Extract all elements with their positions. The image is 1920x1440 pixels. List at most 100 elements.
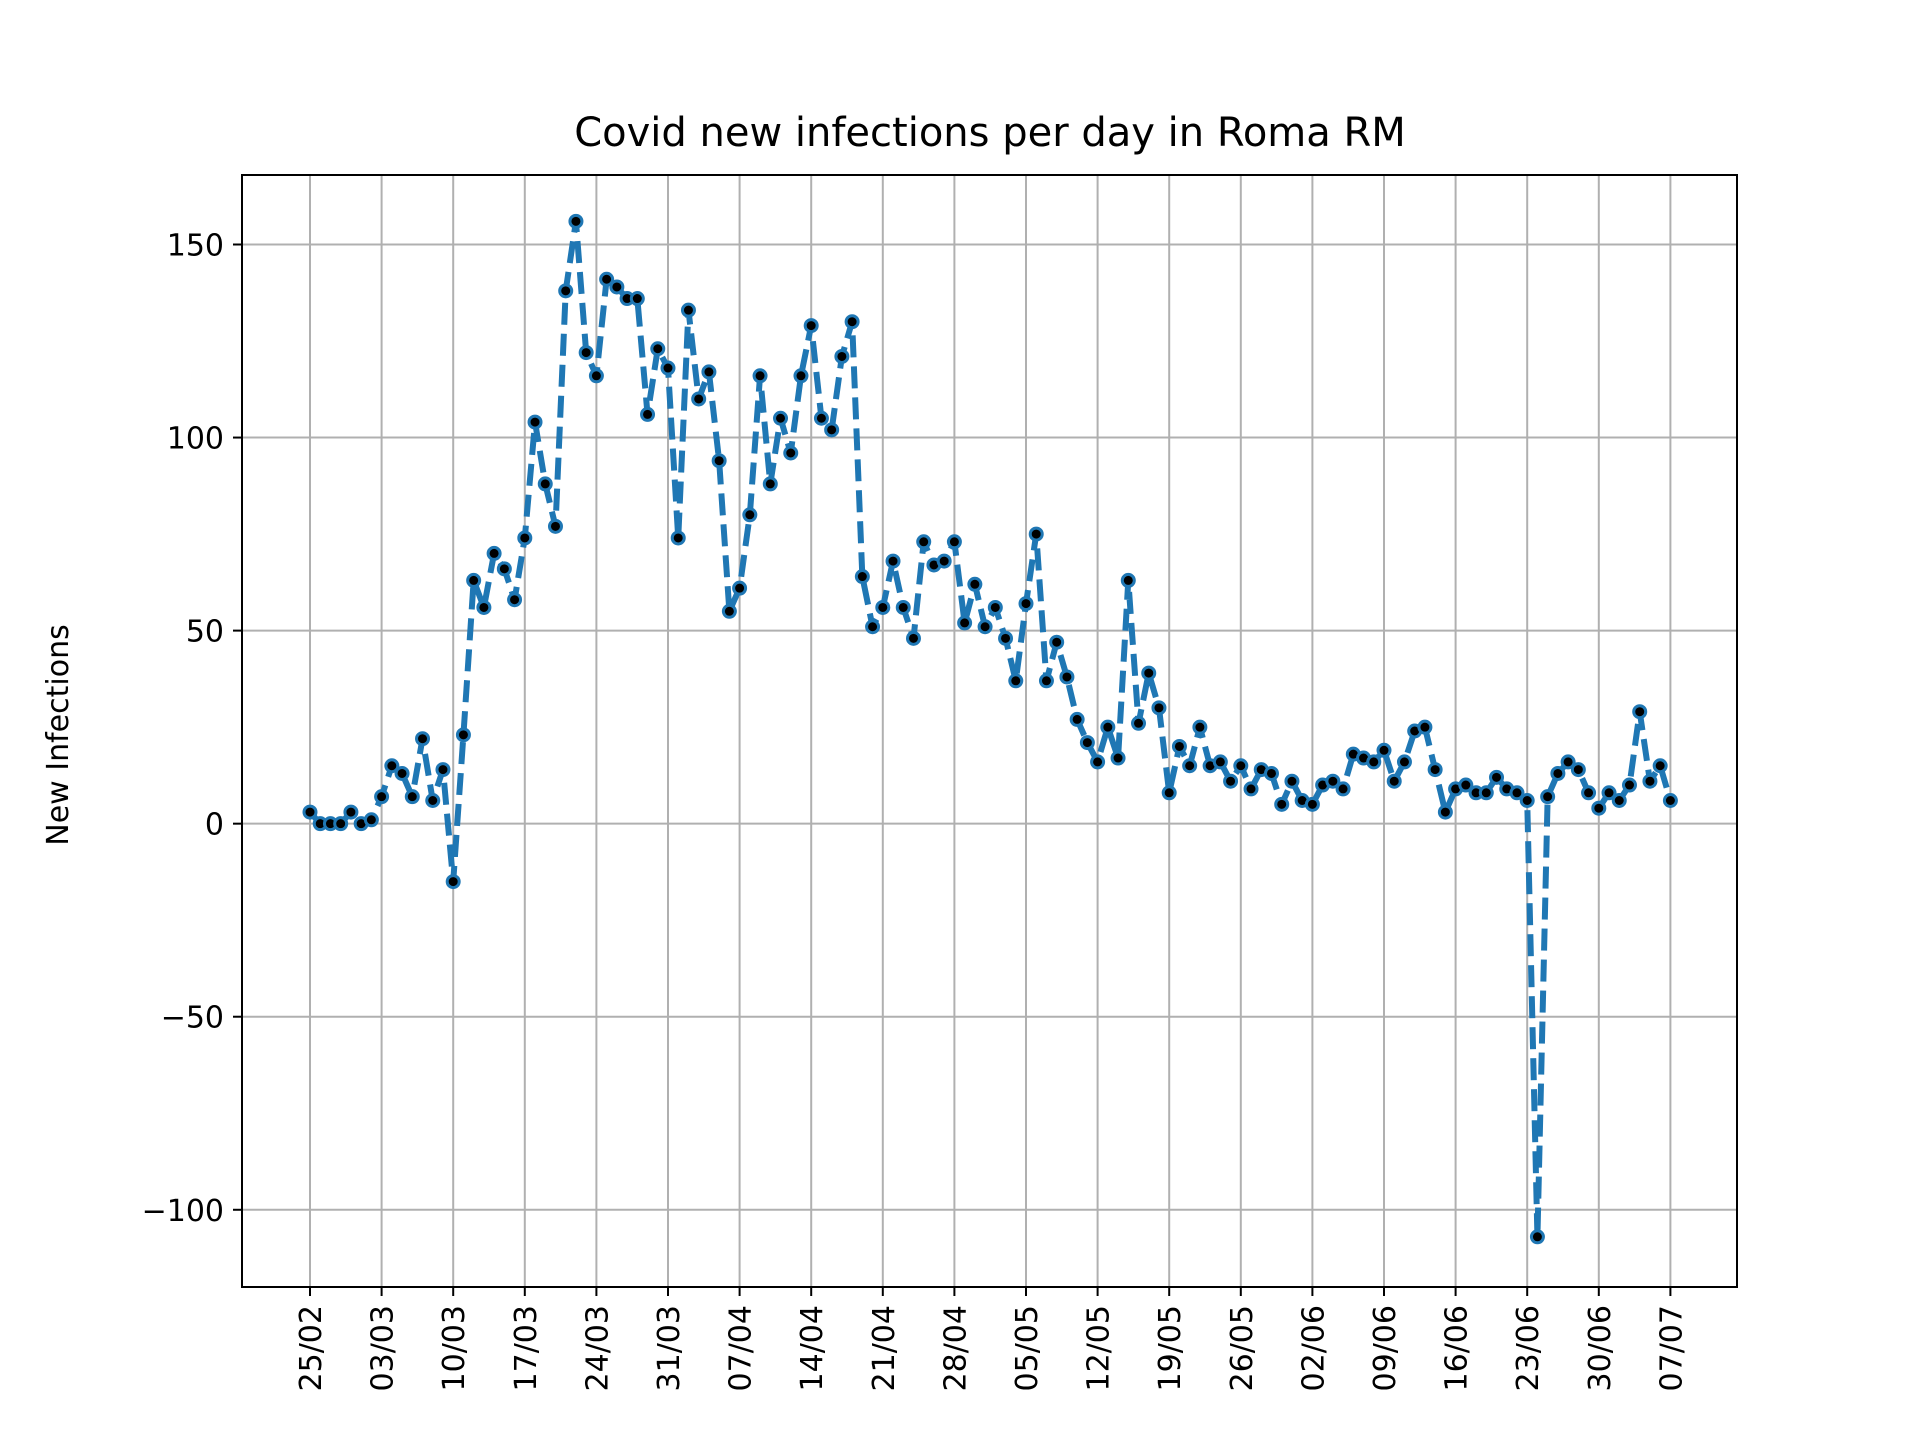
data-point	[1110, 750, 1126, 766]
data-point	[1335, 781, 1351, 797]
data-point	[793, 368, 809, 384]
grid-lines	[242, 175, 1737, 1287]
data-point	[1458, 777, 1474, 793]
data-point	[476, 599, 492, 615]
data-point	[854, 569, 870, 585]
data-point	[977, 619, 993, 635]
data-point	[1274, 796, 1290, 812]
data-point	[547, 518, 563, 534]
data-point	[1161, 785, 1177, 801]
plot-frame	[241, 174, 1738, 1288]
data-point	[905, 630, 921, 646]
data-point	[486, 545, 502, 561]
y-tick-label: 100	[167, 422, 224, 457]
x-tick-label: 12/05	[1082, 1305, 1117, 1391]
data-point	[1059, 669, 1075, 685]
data-point	[1611, 793, 1627, 808]
axis-ticks: −100 −50 0 50 100 150 25/02 03/03 10/03 17/03 24/0…	[142, 229, 1690, 1392]
data-point	[507, 592, 523, 608]
data-point	[333, 816, 349, 832]
x-tick-label: 14/04	[795, 1305, 830, 1391]
data-point	[1396, 754, 1412, 770]
data-point	[629, 291, 645, 307]
data-point	[609, 279, 625, 295]
data-point	[824, 422, 840, 438]
data-point	[455, 727, 471, 743]
data-point	[762, 476, 778, 492]
data-point	[650, 341, 666, 357]
x-tick-label: 05/05	[1010, 1305, 1045, 1391]
data-point	[936, 553, 952, 569]
data-point	[1570, 762, 1586, 778]
x-tick-label: 10/03	[437, 1305, 472, 1391]
data-point	[1376, 742, 1392, 758]
data-point	[1028, 526, 1044, 542]
data-point	[374, 789, 390, 805]
data-point	[752, 368, 768, 384]
data-point	[384, 758, 400, 774]
data-point	[1550, 765, 1566, 781]
data-point	[404, 789, 420, 805]
data-point	[1049, 634, 1065, 650]
y-tick-label: 50	[186, 615, 224, 650]
data-point	[445, 874, 461, 890]
data-series	[302, 213, 1678, 1245]
data-point	[1621, 777, 1637, 793]
data-point	[1038, 673, 1054, 689]
data-point	[813, 410, 829, 426]
data-point	[773, 410, 789, 426]
data-point	[1509, 785, 1525, 801]
data-point	[742, 507, 758, 523]
data-point	[1284, 773, 1300, 789]
data-point	[1090, 754, 1106, 770]
data-point	[1540, 789, 1556, 805]
data-point	[1662, 793, 1678, 808]
chart-title: Covid new infections per day in Roma RM	[574, 110, 1406, 156]
data-point	[640, 406, 656, 422]
x-tick-label: 21/04	[867, 1305, 902, 1391]
data-point	[415, 731, 431, 747]
x-tick-label: 03/03	[366, 1305, 401, 1391]
data-point	[1263, 765, 1279, 781]
y-tick-label: 0	[205, 808, 224, 843]
data-point	[998, 630, 1014, 646]
data-point	[527, 414, 543, 430]
data-point	[425, 793, 441, 808]
data-point	[1591, 800, 1607, 816]
x-tick-label: 24/03	[580, 1305, 615, 1391]
data-point	[1192, 719, 1208, 735]
data-point	[1386, 773, 1402, 789]
data-point	[1560, 754, 1576, 770]
x-tick-label: 30/06	[1583, 1305, 1618, 1391]
data-point	[1100, 719, 1116, 735]
data-point	[1437, 804, 1453, 820]
data-point	[1141, 665, 1157, 681]
data-point	[895, 599, 911, 615]
x-tick-label: 25/02	[294, 1305, 329, 1391]
data-point	[1233, 758, 1249, 774]
data-point	[1079, 735, 1095, 751]
data-point	[1601, 785, 1617, 801]
data-point	[701, 364, 717, 380]
data-point	[680, 302, 696, 318]
data-point	[803, 318, 819, 334]
data-point	[732, 580, 748, 596]
data-point	[302, 804, 318, 820]
data-point	[967, 576, 983, 592]
data-point	[1325, 773, 1341, 789]
data-point	[578, 345, 594, 361]
x-tick-label: 02/06	[1296, 1305, 1331, 1391]
data-point	[1581, 785, 1597, 801]
x-tick-label: 07/07	[1654, 1305, 1689, 1391]
data-point	[496, 561, 512, 577]
y-axis-label: New Infections	[41, 624, 76, 845]
data-point	[363, 812, 379, 828]
data-point	[1223, 773, 1239, 789]
data-point	[1366, 754, 1382, 770]
data-point	[588, 368, 604, 384]
x-tick-label: 07/04	[724, 1305, 759, 1391]
data-point	[1642, 773, 1658, 789]
data-point	[834, 348, 850, 364]
data-point	[1489, 769, 1505, 785]
